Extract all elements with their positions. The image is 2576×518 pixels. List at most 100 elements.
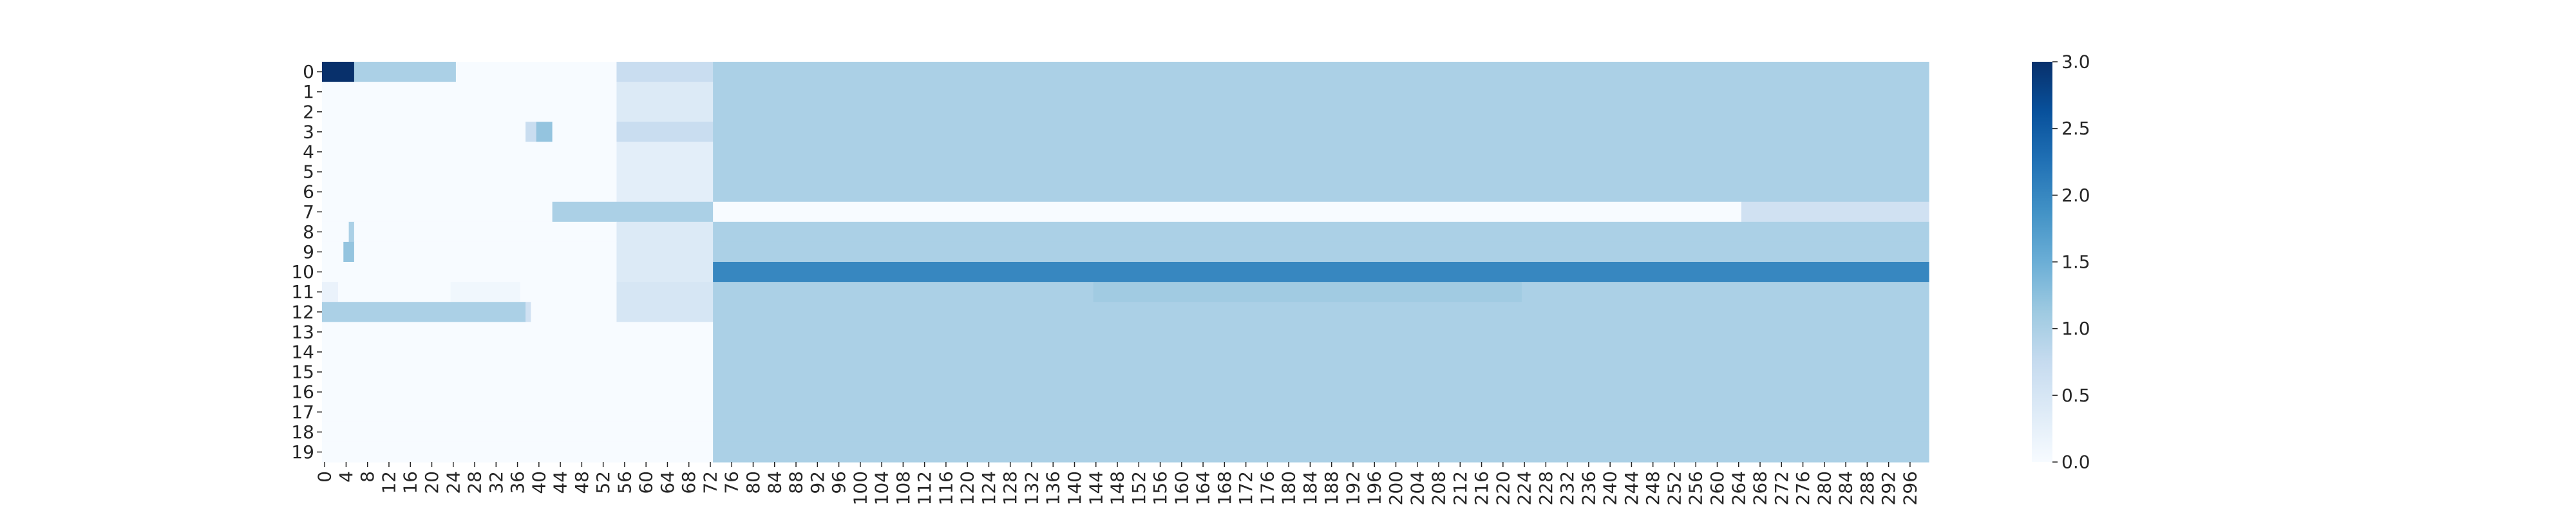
- y-tick-label: 16: [291, 382, 314, 403]
- x-tick-label: 284: [1835, 471, 1857, 505]
- x-tick-label: 196: [1364, 471, 1385, 505]
- heatmap-cell: [526, 122, 537, 142]
- heatmap-cell: [322, 221, 350, 243]
- heatmap-cell: [322, 421, 714, 443]
- x-tick-label: 60: [636, 471, 657, 494]
- colorbar-gradient: [2032, 62, 2052, 462]
- y-tick-label: 13: [291, 321, 314, 342]
- heatmap-cell: [322, 441, 714, 463]
- heatmap-cell: [616, 181, 714, 203]
- x-tick-label: 228: [1535, 471, 1557, 505]
- heatmap-cell: [520, 282, 618, 302]
- heatmap-cell: [343, 241, 355, 263]
- x-tick-label: 140: [1064, 471, 1085, 505]
- heatmap-cell: [616, 162, 714, 183]
- y-tick-label: 5: [303, 162, 314, 183]
- heatmap-cell: [713, 221, 1929, 243]
- y-tick-label: 8: [303, 221, 314, 243]
- heatmap-cell: [322, 62, 355, 82]
- x-tick-label: 192: [1342, 471, 1363, 505]
- x-tick-label: 172: [1235, 471, 1256, 505]
- x-tick-label: 204: [1406, 471, 1428, 505]
- x-tick-label: 44: [550, 471, 571, 494]
- heatmap-cell: [713, 322, 1929, 342]
- heatmap-cell: [713, 282, 1094, 302]
- y-tick-label: 4: [303, 141, 314, 162]
- heatmap-cell: [455, 62, 618, 82]
- x-tick-label: 216: [1471, 471, 1492, 505]
- x-tick-label: 72: [699, 471, 721, 494]
- x-tick-label: 164: [1193, 471, 1214, 505]
- x-tick-label: 68: [678, 471, 699, 494]
- x-tick-label: 112: [914, 471, 935, 505]
- y-tick-label: 12: [291, 301, 314, 322]
- heatmap-cell: [713, 342, 1929, 363]
- heatmap-cell: [616, 62, 714, 82]
- heatmap-cell: [322, 302, 526, 322]
- x-tick-label: 252: [1663, 471, 1685, 505]
- y-tick-label: 19: [291, 441, 314, 463]
- colorbar: 0.0 0.5 1.0 1.5 2.0 2.5 3.0: [2032, 51, 2090, 473]
- heatmap-cell: [713, 142, 1929, 163]
- x-tick-label: 160: [1171, 471, 1192, 505]
- heatmap-cell: [322, 362, 714, 383]
- x-tick-label: 288: [1857, 471, 1878, 505]
- x-tick-label: 224: [1514, 471, 1535, 505]
- y-tick-label: 9: [303, 241, 314, 263]
- heatmap-cell: [322, 82, 618, 102]
- x-tick-label: 4: [336, 471, 357, 483]
- x-tick-label: 108: [893, 471, 914, 505]
- x-tick-label: 92: [807, 471, 828, 494]
- x-tick-label: 36: [507, 471, 528, 494]
- heatmap-cell: [322, 262, 618, 282]
- y-tick-label: 6: [303, 181, 314, 203]
- colorbar-tick-label: 2.0: [2061, 185, 2090, 206]
- heatmap-cell: [322, 241, 344, 263]
- x-tick-label: 292: [1878, 471, 1899, 505]
- heatmap-cell: [713, 241, 1929, 263]
- heatmap-cell: [713, 402, 1929, 423]
- heatmap-cell: [713, 82, 1929, 102]
- x-axis-ticks: 0 4 8 12 16 20 24 28 32 36 40 44 48 52 56 60 64 68 72 76 80 8…: [314, 462, 1920, 505]
- heatmap-cell: [354, 241, 618, 263]
- x-tick-label: 144: [1085, 471, 1106, 505]
- x-tick-label: 48: [571, 471, 592, 494]
- heatmap-cell: [713, 102, 1929, 122]
- x-tick-label: 120: [957, 471, 978, 505]
- heatmap-cell: [713, 122, 1929, 142]
- heatmap-cell: [322, 342, 714, 363]
- heatmap-cell: [552, 122, 618, 142]
- x-tick-label: 184: [1300, 471, 1321, 505]
- heatmap-cell: [322, 201, 553, 223]
- heatmap-cell: [616, 102, 714, 122]
- heatmap-cell: [526, 302, 531, 322]
- colorbar-tick-label: 1.0: [2061, 318, 2090, 339]
- x-tick-label: 76: [721, 471, 743, 494]
- x-tick-label: 24: [442, 471, 464, 494]
- heatmap-cell: [322, 402, 714, 423]
- x-tick-label: 64: [657, 471, 678, 494]
- heatmap-cell: [713, 302, 1929, 322]
- y-tick-label: 10: [291, 261, 314, 282]
- heatmap-cell: [1093, 282, 1522, 302]
- x-tick-label: 88: [786, 471, 807, 494]
- y-tick-label: 18: [291, 421, 314, 443]
- x-tick-label: 80: [743, 471, 764, 494]
- x-tick-label: 128: [999, 471, 1021, 505]
- x-tick-label: 244: [1621, 471, 1642, 505]
- x-tick-label: 240: [1600, 471, 1621, 505]
- colorbar-tick-label: 3.0: [2061, 51, 2090, 73]
- x-tick-label: 12: [378, 471, 399, 494]
- y-tick-label: 3: [303, 121, 314, 142]
- x-tick-label: 28: [464, 471, 486, 494]
- heatmap-cell: [713, 181, 1929, 203]
- heatmap-cell: [322, 282, 339, 302]
- x-tick-label: 16: [400, 471, 421, 494]
- x-tick-label: 100: [849, 471, 871, 505]
- y-tick-label: 14: [291, 341, 314, 362]
- heatmap-cell: [536, 122, 553, 142]
- heatmap-cell: [713, 362, 1929, 383]
- x-tick-label: 0: [314, 471, 336, 483]
- heatmap-cell: [1521, 282, 1929, 302]
